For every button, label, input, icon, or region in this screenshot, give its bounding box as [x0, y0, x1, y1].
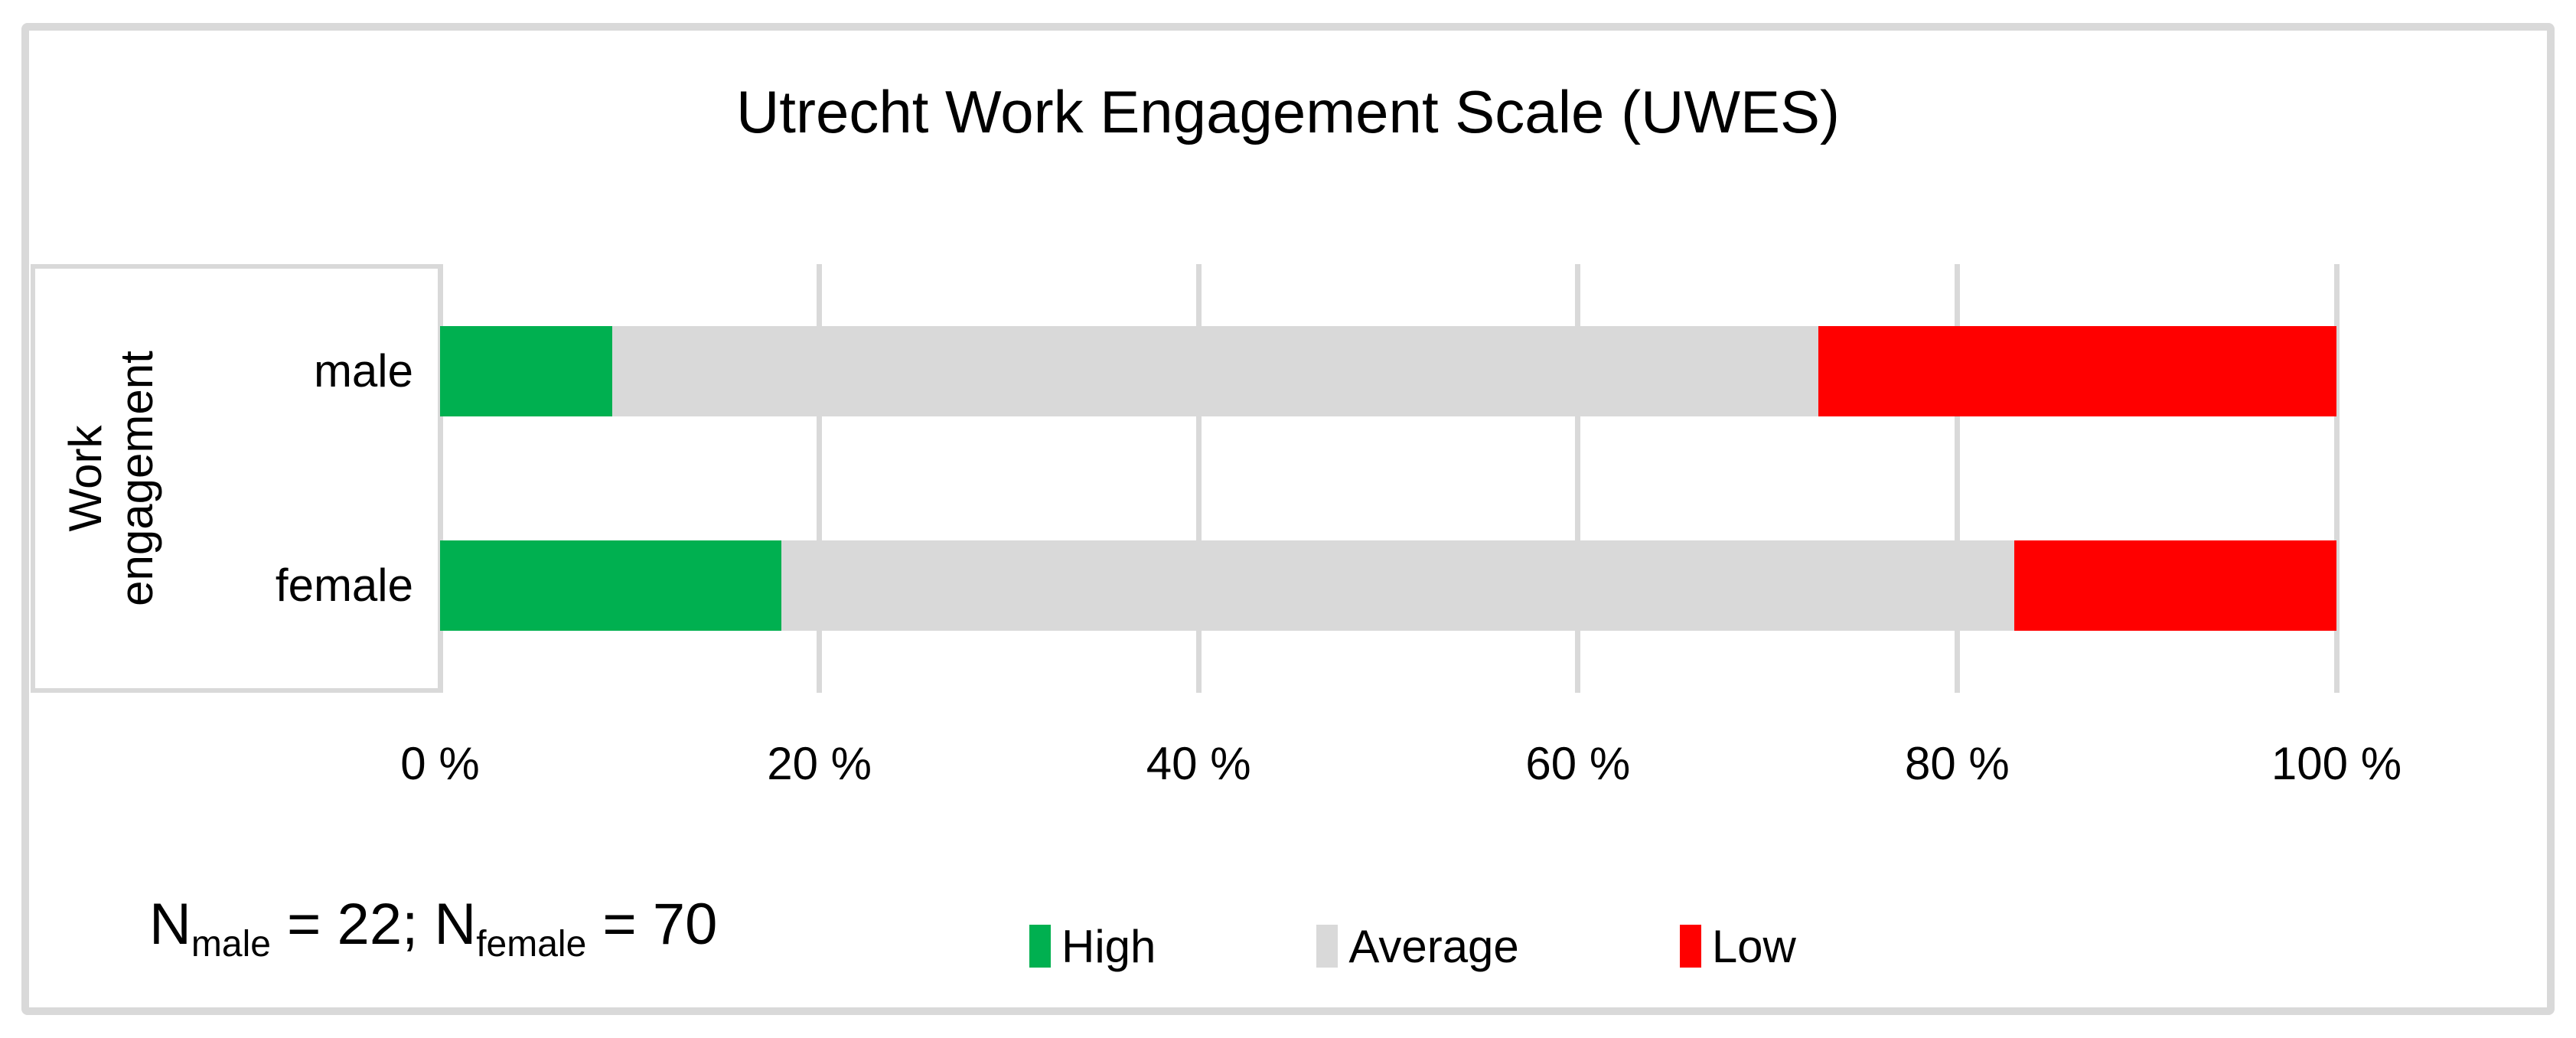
y-axis-label-box: [31, 264, 442, 693]
y-axis-title-line1: Work: [59, 425, 111, 532]
bar-segment-low-male: [1818, 326, 2336, 416]
n-symbol-female: N: [434, 892, 477, 957]
gridline: [1195, 264, 1202, 693]
legend-item-average: Average: [1316, 920, 1519, 973]
category-label-male: male: [313, 345, 413, 397]
legend: High Average Low: [1029, 916, 1796, 977]
legend-swatch-low: [1679, 925, 1701, 968]
n-symbol-male: N: [149, 892, 191, 957]
gridline: [817, 264, 823, 693]
gridline: [1954, 264, 1960, 693]
legend-item-low: Low: [1679, 920, 1796, 973]
x-axis-tick-label: 20 %: [767, 738, 872, 789]
n-subscript-female: female: [476, 924, 587, 965]
bar-female: [440, 540, 2336, 631]
chart-title: Utrecht Work Engagement Scale (UWES): [735, 78, 1841, 145]
y-axis-title: Work engagement: [57, 264, 165, 693]
bar-segment-average-male: [612, 326, 1819, 416]
bar-segment-high-female: [440, 540, 782, 631]
category-label-female: female: [275, 560, 413, 611]
bar-segment-average-female: [781, 540, 2014, 631]
gridline: [2333, 264, 2340, 693]
chart-outer-frame: [21, 23, 2555, 1015]
sample-size-annotation: Nmale = 22; Nfemale = 70: [149, 892, 718, 963]
bar-segment-high-male: [440, 326, 613, 416]
x-axis-tick-label: 0 %: [400, 738, 480, 789]
bar-segment-low-female: [2014, 540, 2336, 631]
legend-swatch-average: [1316, 925, 1339, 968]
x-axis-tick-label: 80 %: [1905, 738, 2010, 789]
x-axis-tick-label: 60 %: [1525, 738, 1631, 789]
legend-item-high: High: [1029, 920, 1156, 973]
gridline: [1575, 264, 1581, 693]
bar-male: [440, 326, 2336, 416]
x-axis-tick-label: 40 %: [1146, 738, 1251, 789]
gridline: [437, 264, 443, 693]
legend-label-low: Low: [1711, 920, 1796, 972]
n-value-female: = 70: [586, 892, 718, 957]
x-axis-tick-label: 100 %: [2271, 738, 2402, 789]
n-subscript-male: male: [191, 924, 271, 965]
n-value-male: = 22;: [270, 892, 435, 957]
legend-label-high: High: [1061, 920, 1156, 972]
legend-swatch-high: [1029, 925, 1051, 968]
legend-label-average: Average: [1348, 920, 1519, 972]
